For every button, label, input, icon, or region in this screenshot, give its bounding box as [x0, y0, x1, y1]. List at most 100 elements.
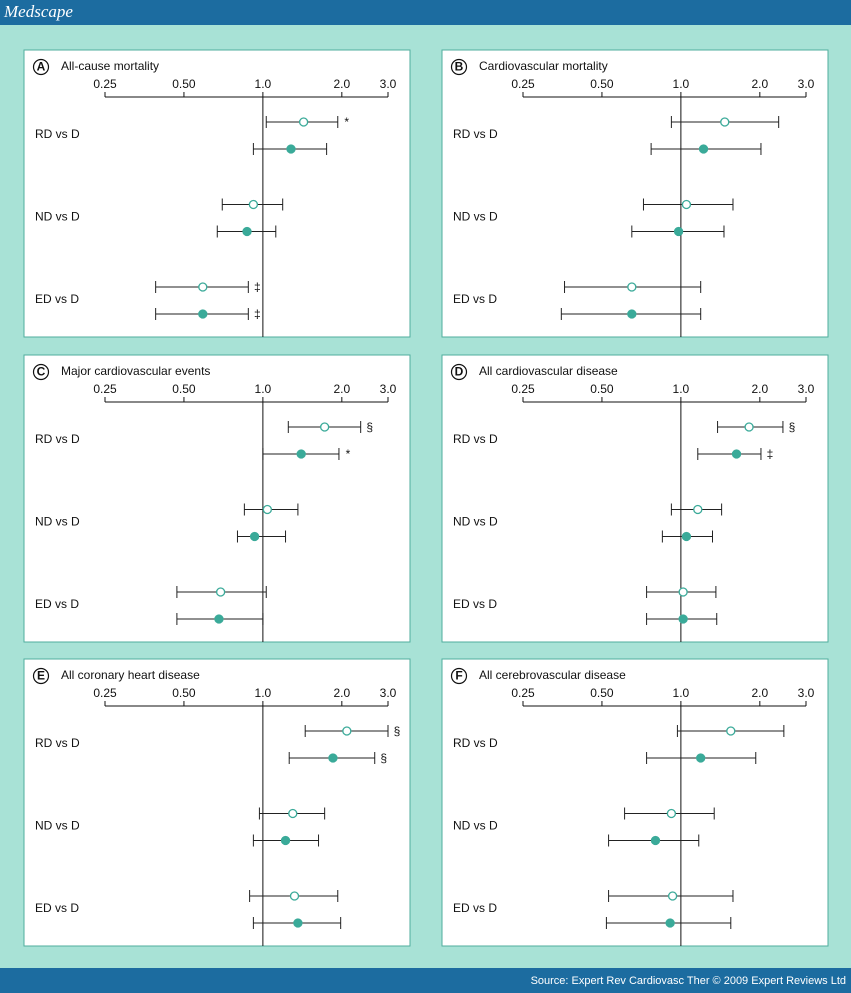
panel-label-circle	[32, 667, 50, 685]
estimate	[293, 918, 303, 928]
panel-title: All cardiovascular disease	[479, 364, 618, 378]
x-tick-label: 2.0	[751, 686, 768, 700]
panel-label-circle	[450, 363, 468, 381]
x-tick-label: 1.0	[255, 77, 272, 91]
source: Source: Expert Rev Cardiovasc Ther © 200…	[531, 975, 846, 987]
category-label: ND vs D	[453, 210, 498, 224]
panel-label: B	[455, 60, 464, 74]
significance: *	[344, 115, 349, 129]
estimate	[198, 309, 208, 319]
brand: Medscape	[3, 2, 73, 21]
estimate	[650, 835, 661, 846]
estimate	[681, 199, 692, 210]
panel-label-circle	[450, 667, 468, 685]
x-tick-label: 2.0	[333, 77, 350, 91]
header-bar	[0, 0, 851, 25]
panel-label: A	[37, 60, 46, 74]
x-tick-label: 3.0	[798, 686, 815, 700]
significance: §	[380, 751, 387, 765]
estimate	[296, 449, 306, 459]
category-label: ED vs D	[453, 901, 497, 915]
x-tick-label: 0.25	[511, 382, 535, 396]
panel	[441, 354, 829, 643]
estimate	[673, 226, 684, 237]
category-label: RD vs D	[453, 127, 498, 141]
panel-label-circle	[32, 363, 50, 381]
estimate	[214, 614, 224, 624]
x-tick-label: 0.50	[590, 686, 614, 700]
category-label: ED vs D	[35, 901, 79, 915]
x-tick-label: 2.0	[333, 382, 350, 396]
estimate	[726, 726, 736, 736]
x-tick-label: 0.50	[590, 77, 614, 91]
category-label: ND vs D	[35, 819, 80, 833]
significance: *	[346, 447, 351, 461]
panel-title: All-cause mortality	[61, 59, 159, 73]
estimate	[262, 504, 272, 515]
estimate	[342, 726, 352, 736]
footer-bar	[0, 968, 851, 993]
estimate	[249, 531, 260, 542]
estimate	[678, 614, 688, 624]
panel-label: E	[37, 669, 45, 683]
estimate	[665, 918, 675, 928]
significance: ‡	[254, 280, 261, 294]
x-tick-label: 2.0	[751, 77, 768, 91]
category-label: RD vs D	[453, 432, 498, 446]
panel-title: All coronary heart disease	[61, 668, 200, 682]
estimate	[731, 449, 742, 459]
x-tick-label: 0.50	[172, 382, 196, 396]
category-label: ND vs D	[35, 210, 80, 224]
x-tick-label: 3.0	[798, 382, 815, 396]
panel-label-circle	[450, 58, 468, 76]
panel	[23, 354, 411, 643]
x-tick-label: 3.0	[798, 77, 815, 91]
panel-label: C	[37, 365, 46, 379]
estimate	[289, 891, 300, 901]
estimate	[319, 422, 330, 432]
x-tick-label: 0.50	[172, 77, 196, 91]
category-label: ED vs D	[35, 292, 79, 306]
significance: §	[789, 420, 796, 434]
x-tick-label: 2.0	[751, 382, 768, 396]
category-label: ND vs D	[453, 515, 498, 529]
estimate	[678, 587, 688, 597]
x-tick-label: 0.50	[172, 686, 196, 700]
x-tick-label: 1.0	[673, 77, 690, 91]
category-label: ED vs D	[453, 292, 497, 306]
estimate	[242, 226, 252, 237]
panel-title: Cardiovascular mortality	[479, 59, 608, 73]
panel	[23, 49, 411, 338]
x-tick-label: 3.0	[380, 77, 397, 91]
estimate	[215, 587, 226, 597]
category-label: RD vs D	[35, 432, 80, 446]
estimate	[696, 753, 706, 763]
x-tick-label: 3.0	[380, 686, 397, 700]
estimate	[693, 504, 703, 515]
x-tick-label: 0.25	[93, 382, 117, 396]
category-label: ND vs D	[453, 819, 498, 833]
estimate	[198, 282, 208, 292]
estimate	[286, 144, 296, 154]
panel	[441, 49, 829, 338]
significance: ‡	[767, 447, 774, 461]
category-label: ND vs D	[35, 515, 80, 529]
estimate	[667, 891, 678, 901]
estimate	[720, 117, 730, 127]
panel-title: Major cardiovascular events	[61, 364, 210, 378]
estimate	[627, 309, 637, 319]
estimate	[666, 808, 677, 819]
significance: ‡	[254, 307, 261, 321]
panel	[441, 658, 829, 947]
estimate	[288, 808, 298, 819]
estimate	[744, 422, 754, 432]
estimate	[681, 531, 692, 542]
panel	[23, 658, 411, 947]
category-label: RD vs D	[35, 127, 80, 141]
x-tick-label: 0.25	[511, 77, 535, 91]
significance: §	[394, 724, 401, 738]
x-tick-label: 2.0	[333, 686, 350, 700]
panel-label: D	[455, 365, 464, 379]
estimate	[280, 835, 291, 846]
